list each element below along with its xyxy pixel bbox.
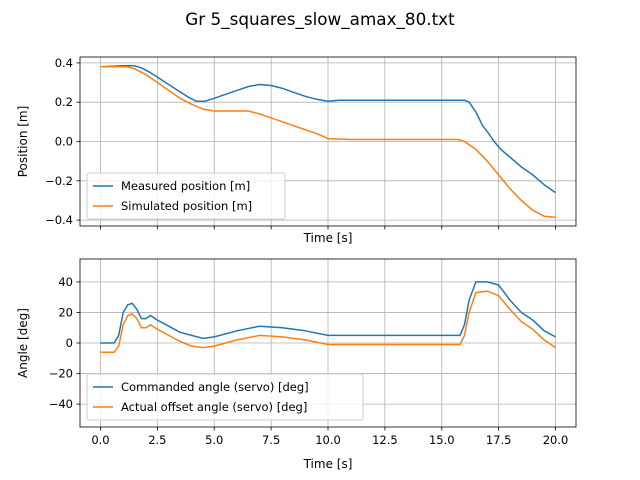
- series-line-blue: [100, 65, 556, 194]
- x-tick-label: 20.0: [543, 433, 569, 447]
- y-tick-label: −0.4: [45, 213, 73, 227]
- legend: Measured position [m] Simulated position …: [86, 172, 286, 220]
- series-line-orange: [100, 66, 556, 218]
- x-tick-label: 0.0: [91, 433, 109, 447]
- legend-label: Commanded angle (servo) [deg]: [121, 380, 309, 394]
- legend-box: [86, 373, 364, 421]
- y-tick-label: 0: [66, 336, 73, 350]
- y-tick-label: 0.0: [55, 135, 73, 149]
- legend-label: Measured position [m]: [121, 179, 250, 193]
- y-tick-label: 0.2: [55, 95, 73, 109]
- legend-label: Simulated position [m]: [121, 199, 252, 213]
- figure-title: Gr 5_squares_slow_amax_80.txt: [185, 9, 455, 30]
- y-tick-label: −20: [49, 367, 73, 381]
- y-axis-label: Angle [deg]: [16, 308, 30, 378]
- legend-box: [86, 172, 286, 220]
- series-line-orange: [100, 290, 556, 353]
- angle-axes: 0.0 2.5 5.0 7.5 10.0 12.5 15.0 17.5 20.0 −40 −20 0 2…: [16, 258, 577, 471]
- position-axes: −0.4 −0.2 0.0 0.2 0.4 Time [s] Position [m] Mea…: [16, 56, 577, 245]
- y-axis-label: Position [m]: [16, 106, 30, 178]
- legend-label: Actual offset angle (servo) [deg]: [121, 400, 307, 414]
- x-axis-label: Time [s]: [303, 231, 353, 245]
- x-tick-label: 17.5: [486, 433, 512, 447]
- x-tick-label: 10.0: [315, 433, 341, 447]
- x-tick-label: 7.5: [262, 433, 280, 447]
- x-tick-label: 12.5: [372, 433, 398, 447]
- x-axis-label: Time [s]: [303, 457, 353, 471]
- x-tick-label: 15.0: [429, 433, 455, 447]
- legend: Commanded angle (servo) [deg] Actual offs…: [86, 373, 364, 421]
- y-tick-label: −40: [49, 397, 73, 411]
- y-tick-label: 40: [58, 275, 73, 289]
- series-line-blue: [100, 281, 556, 344]
- y-tick-label: −0.2: [45, 174, 73, 188]
- y-tick-label: 0.4: [55, 56, 73, 70]
- y-tick-label: 20: [58, 305, 73, 319]
- x-tick-label: 5.0: [205, 433, 223, 447]
- x-tick-label: 2.5: [148, 433, 166, 447]
